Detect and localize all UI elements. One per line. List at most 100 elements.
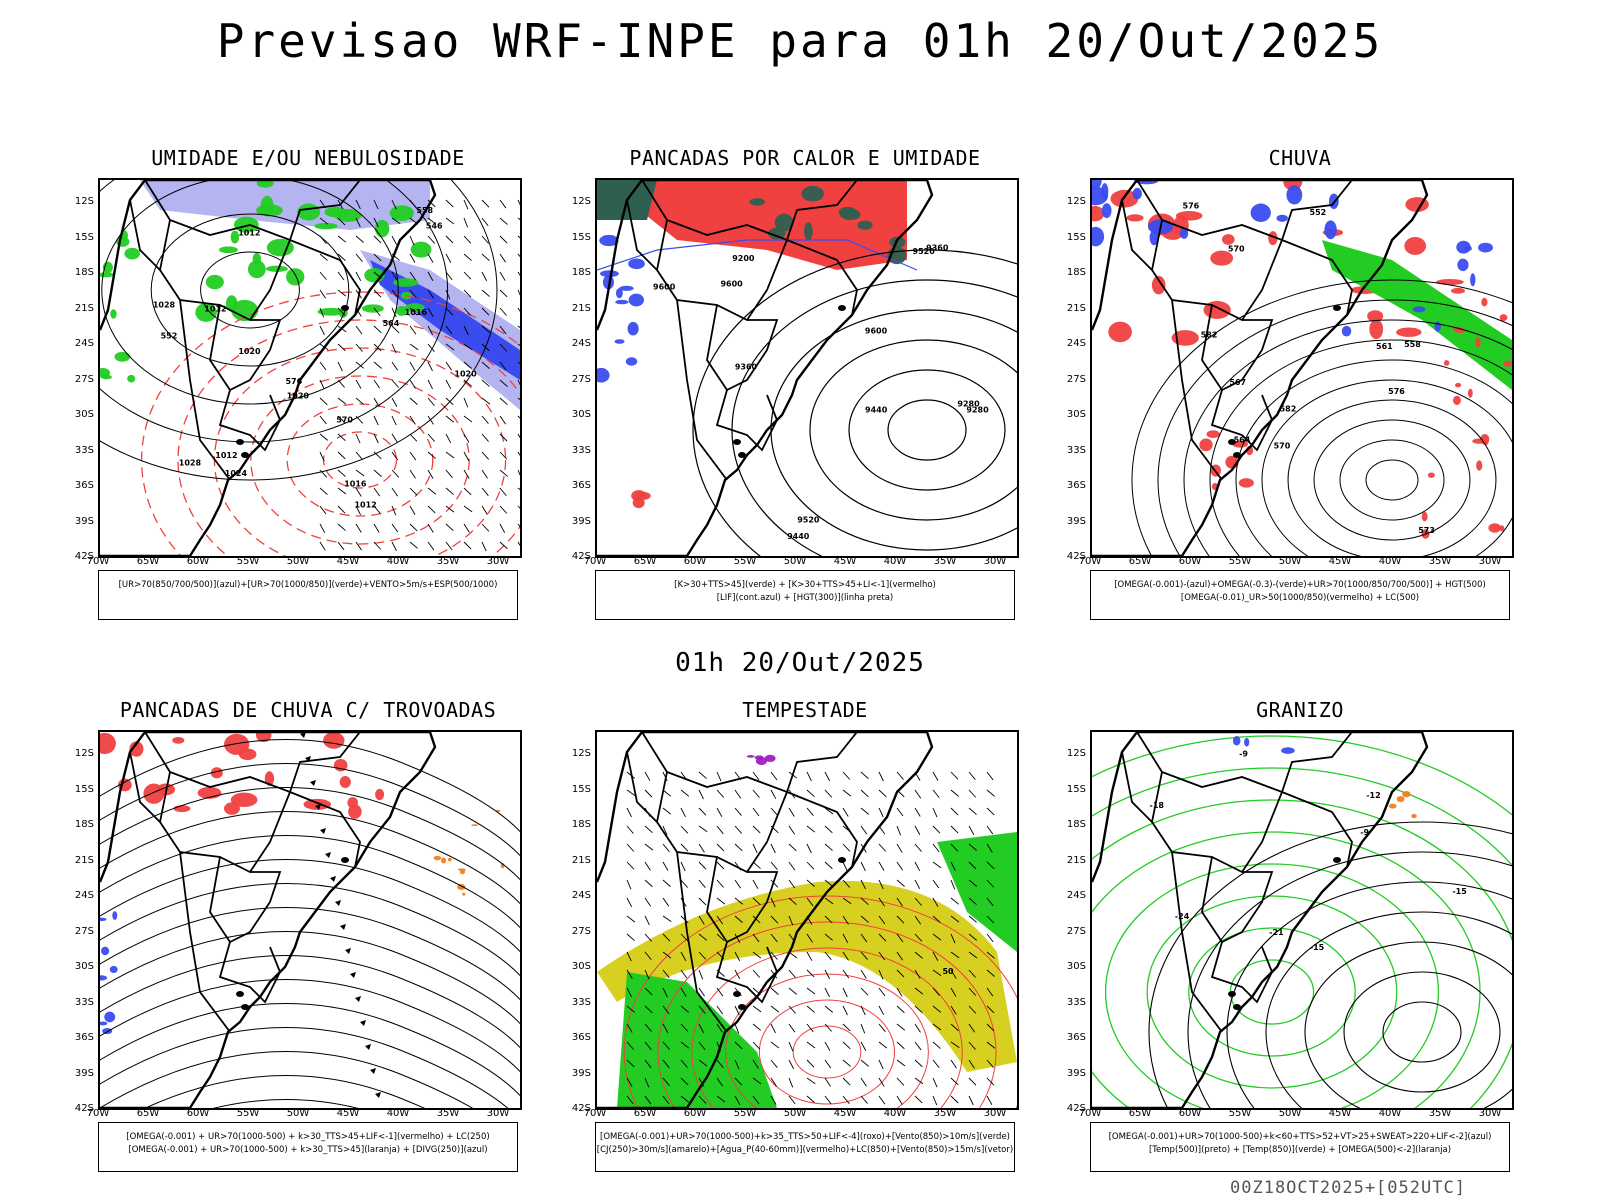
lat-tick-label: 15S xyxy=(1066,783,1086,795)
map-canvas xyxy=(100,732,520,1108)
lon-tick-label: 55W xyxy=(236,1108,260,1119)
panel-legend: [UR>70(850/700/500)](azul)+[UR>70(1000/8… xyxy=(98,570,518,620)
lat-tick-label: 39S xyxy=(571,515,591,527)
forecast-map: 582 582 576 576 573 570 570 567 564 561 558 552 xyxy=(1090,178,1514,558)
contour-label: 561 xyxy=(1376,342,1393,351)
lat-tick-label: 30S xyxy=(571,961,591,972)
map-canvas: 1012 1012 1012 1012 1016 1016 1020 1020 1020 1024… xyxy=(100,180,520,556)
map-canvas: -9 -12 -15 -21 -15 -24 -18 -9 xyxy=(1092,732,1512,1108)
lat-tick-label: 21S xyxy=(571,854,591,866)
forecast-map: -9 -12 -15 -21 -15 -24 -18 -9 xyxy=(1090,730,1514,1110)
contour-label: 9200 xyxy=(732,254,755,263)
lon-tick-label: 50W xyxy=(1278,556,1302,567)
map-canvas: 582 582 576 576 573 570 570 567 564 561 558 552 xyxy=(1092,180,1512,556)
lat-tick-label: 42S xyxy=(74,551,94,562)
lon-tick-label: 60W xyxy=(683,556,707,567)
lon-tick-label: 30W xyxy=(486,556,510,567)
legend-line: [OMEGA(-0.001)-(azul)+OMEGA(-0.3)-(verde… xyxy=(1114,580,1486,590)
lat-tick-label: 30S xyxy=(1066,961,1086,972)
contour-label: 1016 xyxy=(344,480,367,489)
lat-tick-label: 21S xyxy=(571,302,591,314)
lon-tick-label: 35W xyxy=(436,556,460,567)
lon-tick-label: 40W xyxy=(1378,1108,1402,1119)
legend-line: [OMEGA(-0.001) + UR>70(1000-500) + k>30_… xyxy=(128,1145,488,1155)
contour-label: -24 xyxy=(1175,912,1190,921)
forecast-map: 1012 1012 1012 1012 1016 1016 1020 1020 1020 1024… xyxy=(98,178,522,558)
lat-tick-label: 24S xyxy=(1066,338,1086,349)
lat-tick-label: 33S xyxy=(74,996,94,1008)
lon-tick-label: 50W xyxy=(783,1108,807,1119)
legend-line: [LIF](cont.azul) + [HGT(300)](linha pret… xyxy=(716,593,894,603)
lon-tick-label: 50W xyxy=(286,556,310,567)
lat-tick-label: 12S xyxy=(74,748,94,759)
lon-tick-label: 70W xyxy=(583,1108,607,1119)
contour-label: 9600 xyxy=(720,279,743,288)
lat-tick-label: 12S xyxy=(571,748,591,759)
contour-label: 1012 xyxy=(215,451,237,460)
lon-tick-label: 70W xyxy=(1078,556,1102,567)
lon-tick-label: 45W xyxy=(336,556,360,567)
lat-tick-label: 33S xyxy=(571,444,591,456)
lon-tick-label: 45W xyxy=(833,1108,857,1119)
contour-label: 9600 xyxy=(865,326,888,335)
lon-tick-label: 70W xyxy=(1078,1108,1102,1119)
lat-tick-label: 27S xyxy=(571,925,591,937)
lat-tick-label: 15S xyxy=(74,783,94,795)
lat-tick-label: 39S xyxy=(1066,1067,1086,1079)
contour-label: 570 xyxy=(336,415,353,424)
contour-label: -9 xyxy=(1239,749,1248,758)
lat-tick-label: 36S xyxy=(74,480,94,491)
panel-legend: [OMEGA(-0.001)+UR>70(1000-500)+k<60+TTS>… xyxy=(1090,1122,1510,1172)
lon-tick-label: 55W xyxy=(1228,1108,1252,1119)
lon-tick-label: 55W xyxy=(733,1108,757,1119)
lon-tick-label: 70W xyxy=(86,556,110,567)
contour-label: 552 xyxy=(1310,208,1327,217)
lat-tick-label: 27S xyxy=(1066,925,1086,937)
contour-label: 576 xyxy=(285,377,302,386)
lon-tick-label: 35W xyxy=(1428,556,1452,567)
map-canvas: 50 xyxy=(597,732,1017,1108)
contour-label: 9520 xyxy=(797,516,820,525)
lon-tick-label: 45W xyxy=(1328,556,1352,567)
contour-label: -15 xyxy=(1452,887,1467,896)
lat-tick-label: 15S xyxy=(571,231,591,243)
lat-tick-label: 12S xyxy=(1066,748,1086,759)
panel-title: CHUVA xyxy=(1268,146,1332,170)
contour-label: 576 xyxy=(1183,202,1200,211)
lon-tick-label: 35W xyxy=(933,1108,957,1119)
contour-label: 558 xyxy=(416,206,433,215)
lat-tick-label: 42S xyxy=(571,1103,591,1114)
lat-tick-label: 18S xyxy=(1066,819,1086,830)
lat-tick-label: 24S xyxy=(571,338,591,349)
contour-label: 9360 xyxy=(926,244,949,253)
lat-tick-label: 12S xyxy=(571,196,591,207)
lat-tick-label: 39S xyxy=(74,1067,94,1079)
contour-label: -9 xyxy=(1360,828,1369,837)
lat-tick-label: 21S xyxy=(1066,854,1086,866)
lat-tick-label: 24S xyxy=(74,338,94,349)
map-canvas: 9600 9600 9600 9520 9520 9440 9440 9360 9360 9280… xyxy=(597,180,1017,556)
lat-tick-label: 15S xyxy=(74,231,94,243)
lon-tick-label: 65W xyxy=(136,556,160,567)
lat-tick-label: 15S xyxy=(571,783,591,795)
contour-label: 1012 xyxy=(354,501,376,510)
lat-tick-label: 12S xyxy=(74,196,94,207)
legend-line: [OMEGA(-0.001)+UR>70(1000-500)+k>35_TTS>… xyxy=(600,1132,1010,1142)
contour-label: 582 xyxy=(1280,405,1297,414)
lat-tick-label: 42S xyxy=(571,551,591,562)
lon-tick-label: 50W xyxy=(1278,1108,1302,1119)
contour-label: 1020 xyxy=(454,369,477,378)
contour-label: 9520 xyxy=(913,247,936,256)
legend-line: [OMEGA(-0.01)_UR>50(1000/850)(vermelho) … xyxy=(1180,593,1420,603)
panel-title: PANCADAS DE CHUVA C/ TROVOADAS xyxy=(119,698,497,722)
lon-tick-label: 50W xyxy=(783,556,807,567)
lat-tick-label: 39S xyxy=(571,1067,591,1079)
lat-tick-label: 15S xyxy=(1066,231,1086,243)
lat-tick-label: 18S xyxy=(571,267,591,278)
page-title: Previsao WRF-INPE para 01h 20/Out/2025 xyxy=(216,14,1384,68)
panel-title: UMIDADE E/OU NEBULOSIDADE xyxy=(151,146,465,170)
panel-legend: [OMEGA(-0.001)+UR>70(1000-500)+k>35_TTS>… xyxy=(595,1122,1015,1172)
forecast-map xyxy=(98,730,522,1110)
lon-tick-label: 30W xyxy=(1478,1108,1502,1119)
lon-tick-label: 45W xyxy=(336,1108,360,1119)
